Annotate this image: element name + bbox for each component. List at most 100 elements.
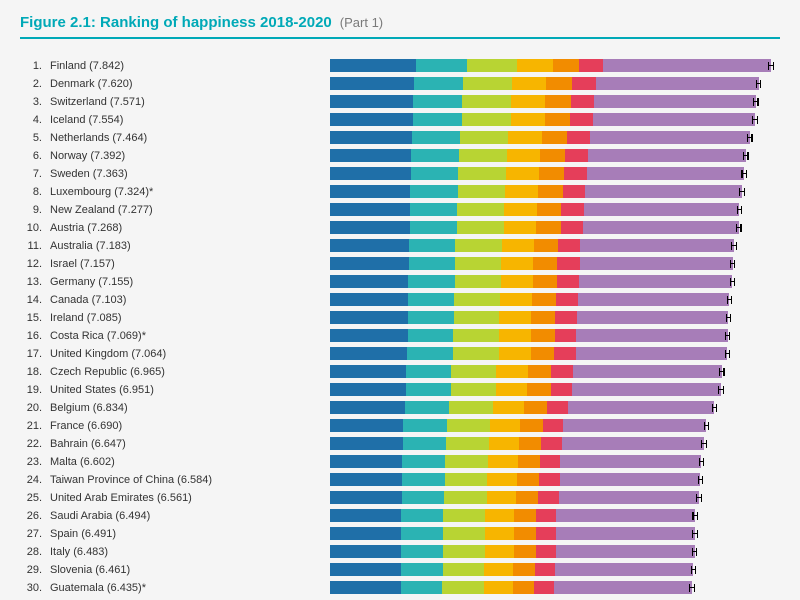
bar-segment (454, 311, 500, 324)
bar-segment (330, 59, 416, 72)
bar-segment (532, 293, 556, 306)
bar-segment (330, 419, 403, 432)
bar-segment (330, 329, 408, 342)
bar-segment (555, 311, 577, 324)
bar-track (330, 113, 780, 126)
country-label: Germany (7.155) (50, 276, 133, 288)
bar-segment (511, 95, 545, 108)
error-bar (725, 329, 731, 342)
stacked-bar (330, 437, 704, 450)
country-label: Luxembourg (7.324)* (50, 186, 153, 198)
country-label: United Arab Emirates (6.561) (50, 492, 192, 504)
bar-segment (408, 293, 454, 306)
country-label: New Zealand (7.277) (50, 204, 153, 216)
table-row: 2.Denmark (7.620) (20, 75, 780, 92)
bar-segment (557, 257, 579, 270)
bar-segment (330, 203, 410, 216)
country-label: Taiwan Province of China (6.584) (50, 474, 212, 486)
bar-track (330, 365, 780, 378)
row-label: 13.Germany (7.155) (20, 276, 330, 288)
stacked-bar (330, 491, 699, 504)
bar-segment (401, 581, 443, 594)
rank-number: 26. (20, 510, 42, 522)
rank-number: 8. (20, 186, 42, 198)
bar-segment (499, 329, 531, 342)
rank-number: 22. (20, 438, 42, 450)
bar-segment (330, 365, 406, 378)
rank-number: 4. (20, 114, 42, 126)
country-label: Iceland (7.554) (50, 114, 123, 126)
bar-segment (513, 563, 535, 576)
bar-segment (402, 455, 445, 468)
bar-segment (407, 347, 453, 360)
table-row: 9.New Zealand (7.277) (20, 201, 780, 218)
stacked-bar (330, 473, 700, 486)
bar-segment (330, 131, 412, 144)
bar-segment (537, 203, 562, 216)
bar-segment (408, 311, 454, 324)
bar-segment (572, 383, 721, 396)
bar-segment (487, 491, 517, 504)
rank-number: 24. (20, 474, 42, 486)
bar-segment (449, 401, 493, 414)
bar-segment (409, 257, 455, 270)
table-row: 26.Saudi Arabia (6.494) (20, 507, 780, 524)
bar-track (330, 563, 780, 576)
bar-segment (545, 113, 570, 126)
error-bar (731, 239, 737, 252)
bar-segment (585, 185, 742, 198)
bar-segment (411, 149, 459, 162)
bar-segment (443, 545, 485, 558)
bar-segment (519, 437, 541, 450)
bar-track (330, 149, 780, 162)
error-bar (692, 509, 698, 522)
bar-segment (517, 473, 539, 486)
bar-segment (534, 239, 558, 252)
bar-segment (490, 419, 520, 432)
error-bar (689, 581, 695, 594)
table-row: 14.Canada (7.103) (20, 291, 780, 308)
stacked-bar (330, 545, 695, 558)
bar-segment (409, 239, 455, 252)
table-row: 23.Malta (6.602) (20, 453, 780, 470)
row-label: 22.Bahrain (6.647) (20, 438, 330, 450)
country-label: Switzerland (7.571) (50, 96, 145, 108)
table-row: 1.Finland (7.842) (20, 57, 780, 74)
table-row: 4. Iceland (7.554) (20, 111, 780, 128)
row-label: 28.Italy (6.483) (20, 546, 330, 558)
bar-track (330, 185, 780, 198)
bar-segment (538, 185, 563, 198)
bar-segment (446, 437, 489, 450)
bar-segment (406, 383, 451, 396)
bar-segment (568, 401, 714, 414)
row-label: 10.Austria (7.268) (20, 222, 330, 234)
bar-segment (402, 491, 444, 504)
bar-segment (453, 329, 499, 342)
row-label: 21.France (6.690) (20, 420, 330, 432)
rank-number: 15. (20, 312, 42, 324)
rank-number: 29. (20, 564, 42, 576)
bar-track (330, 275, 780, 288)
country-label: France (6.690) (50, 420, 122, 432)
country-label: Guatemala (6.435)* (50, 582, 146, 594)
bar-segment (539, 473, 559, 486)
bar-segment (512, 77, 546, 90)
country-label: Sweden (7.363) (50, 168, 128, 180)
error-bar (756, 77, 762, 90)
bar-segment (330, 77, 414, 90)
bar-segment (500, 293, 532, 306)
bar-segment (531, 311, 555, 324)
row-label: 27.Spain (6.491) (20, 528, 330, 540)
bar-segment (330, 581, 401, 594)
error-bar (719, 365, 725, 378)
bar-segment (443, 509, 485, 522)
table-row: 12.Israel (7.157) (20, 255, 780, 272)
stacked-bar (330, 149, 746, 162)
bar-segment (562, 437, 704, 450)
bar-segment (330, 185, 410, 198)
country-label: Finland (7.842) (50, 60, 124, 72)
bar-segment (531, 329, 555, 342)
stacked-bar (330, 419, 706, 432)
bar-segment (536, 221, 561, 234)
bar-segment (542, 131, 567, 144)
